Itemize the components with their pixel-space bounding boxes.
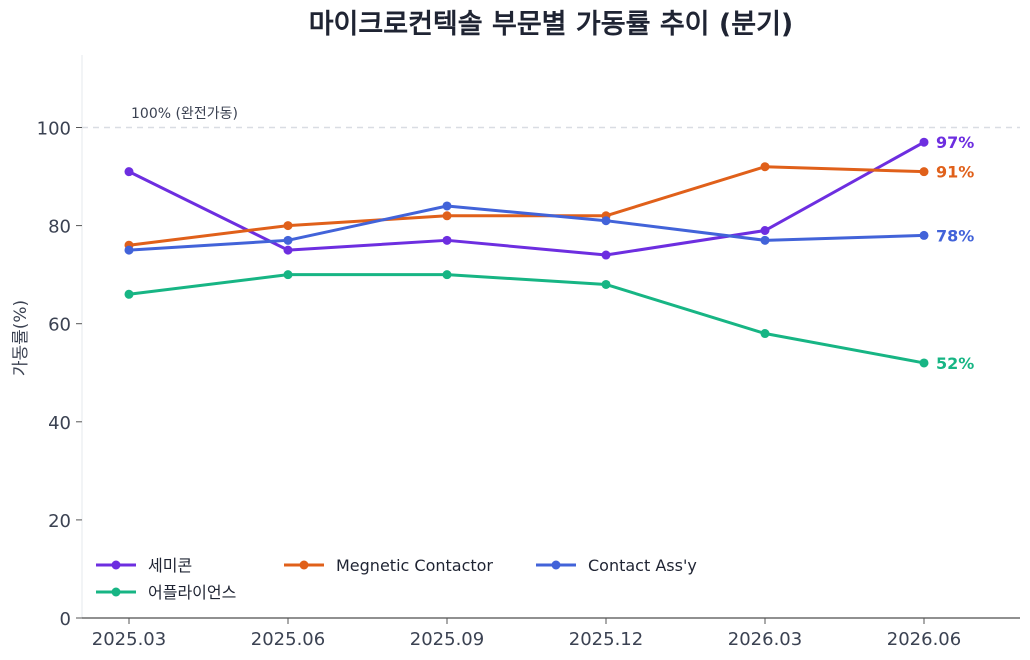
data-point [124, 289, 134, 299]
y-tick-label: 100 [37, 119, 71, 140]
data-point [919, 358, 929, 368]
series-lines [124, 137, 929, 368]
data-point [283, 221, 293, 231]
legend-item: Contact Ass'y [536, 556, 697, 575]
end-value-label: 97% [936, 133, 974, 152]
legend-item: Megnetic Contactor [284, 556, 493, 575]
data-point [283, 270, 293, 280]
data-point [601, 250, 611, 260]
legend-marker [299, 560, 309, 570]
data-point [442, 270, 452, 280]
data-point [760, 162, 770, 172]
y-tick-label: 0 [60, 609, 71, 630]
y-tick-label: 60 [48, 315, 71, 336]
y-axis-label: 가동률(%) [11, 300, 31, 376]
legend-label: Megnetic Contactor [336, 556, 493, 575]
series-line [128, 165, 925, 247]
end-value-label: 52% [936, 354, 974, 373]
legend-item: 세미콘 [96, 556, 192, 575]
legend-marker [111, 587, 121, 597]
data-point [601, 216, 611, 226]
legend-item: 어플라이언스 [96, 583, 236, 602]
x-tick-label: 2025.12 [569, 629, 643, 650]
series-3 [124, 201, 929, 255]
end-value-label: 78% [936, 226, 974, 245]
data-point [283, 245, 293, 255]
series-line [128, 140, 925, 257]
data-point [124, 245, 134, 255]
data-point [919, 230, 929, 240]
series-line [128, 204, 925, 252]
x-tick-label: 2026.03 [728, 629, 802, 650]
series-1 [124, 137, 929, 260]
data-point [124, 167, 134, 177]
data-point [442, 211, 452, 221]
y-axis-ticks: 0 20 40 60 80 100 [37, 119, 82, 630]
x-tick-label: 2025.06 [251, 629, 325, 650]
data-point [442, 201, 452, 211]
series-end-labels: 97% 91% 78% 52% [936, 133, 974, 373]
data-point [919, 167, 929, 177]
data-point [283, 235, 293, 245]
x-tick-label: 2026.06 [887, 629, 961, 650]
data-point [760, 226, 770, 236]
y-tick-label: 80 [48, 217, 71, 238]
x-tick-label: 2025.03 [92, 629, 166, 650]
data-point [442, 235, 452, 245]
series-line [128, 273, 925, 365]
legend-marker [111, 560, 121, 570]
end-value-label: 91% [936, 163, 974, 182]
legend: 세미콘 Megnetic Contactor Contact Ass'y 어플라이언스 [96, 556, 697, 602]
x-tick-label: 2025.09 [410, 629, 484, 650]
x-axis-ticks: 2025.03 2025.06 2025.09 2025.12 2026.03 2026.… [92, 618, 961, 650]
legend-label: 세미콘 [148, 556, 192, 575]
data-point [601, 279, 611, 289]
data-point [919, 137, 929, 147]
y-tick-label: 40 [48, 413, 71, 434]
data-point [760, 329, 770, 339]
reference-line-label: 100% (완전가동) [131, 106, 238, 122]
data-point [760, 235, 770, 245]
y-tick-label: 20 [48, 511, 71, 532]
legend-label: Contact Ass'y [588, 556, 697, 575]
series-4 [124, 270, 929, 368]
legend-label: 어플라이언스 [148, 583, 236, 602]
legend-marker [551, 560, 561, 570]
chart-title: 마이크로컨텍솔 부문별 가동률 추이 (분기) [309, 9, 794, 40]
